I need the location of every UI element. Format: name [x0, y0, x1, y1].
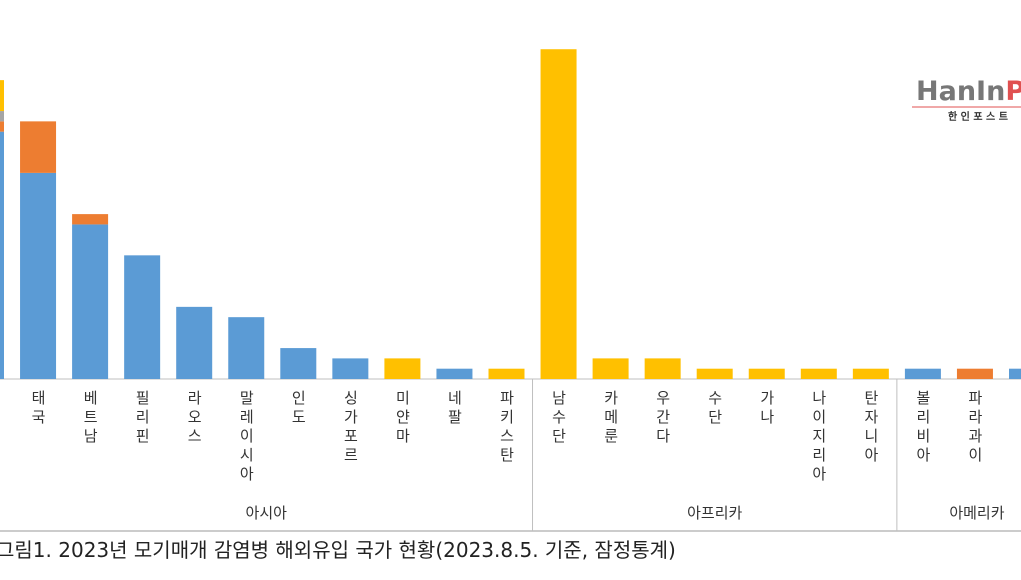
- x-tick-label: 베트남: [81, 390, 99, 447]
- x-tick-label: 볼리비아: [914, 390, 932, 466]
- x-tick-label: 파라과이: [966, 390, 984, 466]
- x-tick-label: 카메룬: [602, 390, 620, 447]
- bar-segment: [384, 358, 421, 379]
- bar-segment: [124, 255, 161, 379]
- bar-segment: [20, 172, 57, 379]
- x-tick-label: 파키스탄: [498, 390, 516, 466]
- bar-segment: [644, 358, 681, 379]
- x-tick-label: 말레이시아: [237, 390, 255, 485]
- watermark: HanInPo: [916, 76, 1021, 107]
- bar-segment: [20, 121, 57, 173]
- bar-segment: [436, 368, 473, 379]
- bar-segment: [0, 131, 4, 379]
- bar-segment: [592, 358, 629, 379]
- group-label: 아프리카: [687, 504, 742, 522]
- x-tick-label: 태국: [29, 390, 47, 428]
- bar-segment: [956, 368, 993, 379]
- x-tick-label: 나이지리아: [810, 390, 828, 485]
- bar-segment: [332, 358, 369, 379]
- x-tick-label: 라오스: [185, 390, 203, 447]
- x-tick-label: 미얀마: [393, 390, 411, 447]
- bar-segment: [540, 49, 577, 379]
- bar-segment: [852, 368, 889, 379]
- bar-segment: [72, 214, 109, 225]
- x-tick-label: 싱가포르: [341, 390, 359, 466]
- x-tick-label: 필리핀: [133, 390, 151, 447]
- bar-segment: [904, 368, 941, 379]
- bar-segment: [176, 306, 213, 379]
- bar-segment: [72, 224, 109, 379]
- x-tick-label: 우간다: [654, 390, 672, 447]
- bar-segment: [0, 111, 4, 122]
- group-label: 아시아: [246, 504, 288, 522]
- bar-segment: [800, 368, 837, 379]
- bar-segment: [280, 348, 317, 379]
- bar-segment: [0, 121, 4, 132]
- group-label: 아메리카: [949, 504, 1004, 522]
- watermark-subtext: 한 인 포 스 트: [948, 110, 1008, 123]
- x-tick-label: 수단: [706, 390, 724, 428]
- bar-segment: [488, 368, 525, 379]
- bar-segment: [0, 80, 4, 112]
- bar-segment: [1009, 368, 1021, 379]
- x-tick-label: 남수단: [550, 390, 568, 447]
- caption: 그림1. 2023년 모기매개 감염병 해외유입 국가 현황(2023.8.5.…: [0, 538, 676, 562]
- bar-segment: [696, 368, 733, 379]
- x-tick-label: 가나: [758, 390, 776, 428]
- x-tick-label: 네팔: [445, 390, 463, 428]
- x-tick-label: 탄자니아: [862, 390, 880, 466]
- x-tick-label: 인도: [289, 390, 307, 428]
- bar-segment: [228, 317, 265, 379]
- bar-segment: [748, 368, 785, 379]
